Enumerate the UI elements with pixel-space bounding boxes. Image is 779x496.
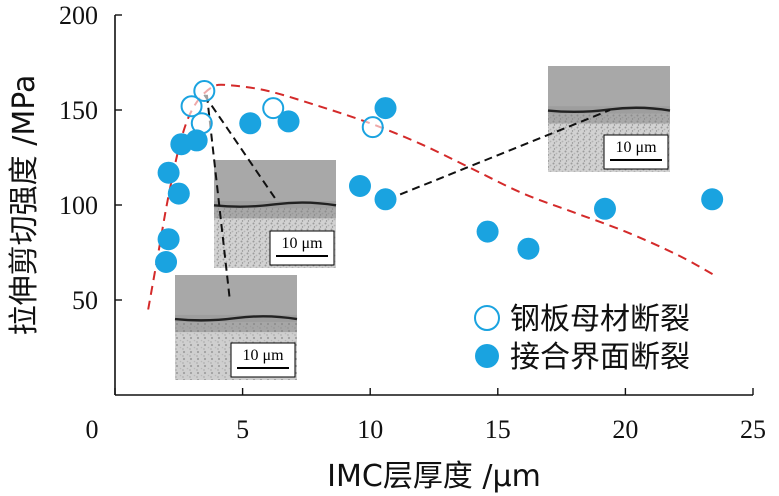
legend-label: 钢板母材断裂: [510, 302, 690, 337]
scale-bar-box: [603, 134, 669, 170]
y-axis-title: 拉伸剪切强度 /MPa: [7, 75, 42, 336]
inset-pointer-line: [205, 94, 231, 301]
point-interface-fracture: [155, 251, 178, 273]
x-tick-label: 5: [236, 415, 249, 444]
point-interface-fracture: [517, 237, 540, 260]
inset-imc-layer: [213, 201, 337, 208]
y-tick-label: 150: [59, 96, 98, 125]
y-tick-label: 200: [59, 1, 98, 30]
pointer-lines-layer: [203, 94, 611, 301]
scale-bar-box: [230, 342, 296, 378]
point-interface-fracture: [348, 175, 371, 197]
inset-interface-shade: [175, 322, 297, 333]
inset-micrograph: 10 μm: [547, 66, 671, 172]
x-tick-label: 25: [740, 415, 766, 444]
inset-steel-region: [214, 160, 336, 202]
x-tick-label: 10: [357, 415, 383, 444]
point-interface-fracture: [374, 188, 397, 211]
point-interface-fracture: [157, 161, 180, 184]
inset-interface-shade: [548, 113, 670, 124]
scale-bar-label: 10 μm: [281, 235, 323, 252]
point-base-fracture: [361, 116, 384, 139]
point-interface-fracture: [277, 110, 300, 133]
scale-bar-label: 10 μm: [242, 347, 284, 364]
y-tick-label: 50: [72, 286, 98, 315]
y-tick-label: 100: [59, 191, 98, 220]
point-base-fracture: [262, 97, 285, 120]
inset-micrograph: 10 μm: [174, 275, 298, 380]
point-base-fracture: [193, 80, 216, 102]
inset-pointer-line: [203, 94, 277, 200]
legend-label: 接合界面断裂: [510, 340, 690, 375]
point-interface-fracture: [167, 182, 190, 205]
insets-layer: 10 μm 10 μm 10 μm: [174, 66, 671, 380]
inset-micrograph: 10 μm: [213, 160, 337, 268]
legend-open-marker: [474, 305, 500, 331]
point-base-fracture: [180, 95, 203, 118]
point-interface-fracture: [185, 129, 208, 152]
x-tick-label: 15: [485, 415, 511, 444]
inset-steel-region: [548, 66, 670, 107]
legend-filled-marker: [475, 344, 499, 368]
x-tick-label: 20: [612, 415, 638, 444]
point-interface-fracture: [157, 228, 180, 251]
point-interface-fracture: [476, 220, 499, 243]
x-tick-label: 0: [86, 415, 99, 444]
inset-steel-region: [175, 275, 297, 315]
inset-imc-layer: [174, 315, 298, 322]
point-interface-fracture: [374, 97, 397, 120]
scale-bar-label: 10 μm: [615, 139, 657, 156]
inset-pointer-line: [387, 109, 611, 201]
axes: 0 5 10 15 20 25 50 100 150 200 IMC层厚度 /μm 拉伸剪切强度 /M…: [7, 1, 766, 494]
inset-interface-shade: [214, 208, 336, 219]
points-layer: [155, 80, 724, 273]
point-interface-fracture: [239, 112, 262, 135]
scale-bar-box: [269, 230, 335, 266]
point-interface-fracture: [701, 188, 724, 211]
x-axis-title: IMC层厚度 /μm: [327, 459, 541, 494]
point-interface-fracture: [593, 197, 616, 220]
